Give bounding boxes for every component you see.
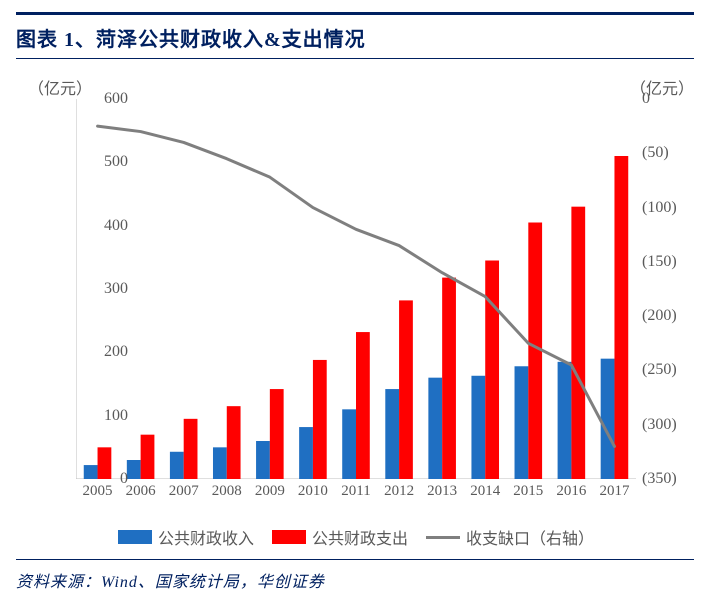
y-left-tick: 400	[78, 217, 128, 235]
chart-plot	[76, 99, 636, 479]
x-tick: 2016	[556, 483, 586, 500]
bar-revenue	[170, 452, 184, 479]
legend-expenditure-swatch	[272, 530, 306, 544]
x-tick: 2005	[83, 483, 113, 500]
bar-expenditure	[270, 389, 284, 479]
bar-expenditure	[571, 207, 585, 479]
bar-revenue	[558, 362, 572, 479]
bar-revenue	[471, 376, 485, 479]
bar-expenditure	[442, 278, 456, 479]
legend-revenue-label: 公共财政收入	[158, 525, 254, 549]
legend-expenditure-label: 公共财政支出	[312, 525, 408, 549]
y-right-tick: (100)	[642, 199, 692, 217]
x-tick: 2006	[126, 483, 156, 500]
y-right-tick: (350)	[642, 470, 692, 488]
bar-revenue	[515, 366, 529, 479]
bar-revenue	[213, 447, 227, 479]
legend: 公共财政收入 公共财政支出 收支缺口（右轴）	[76, 525, 636, 549]
y-right-tick: 0	[642, 90, 692, 108]
x-tick: 2009	[255, 483, 285, 500]
bar-expenditure	[356, 332, 370, 479]
bar-expenditure	[313, 360, 327, 479]
legend-gap-swatch	[426, 536, 460, 539]
y-right-tick: (250)	[642, 361, 692, 379]
chart-title: 图表 1、菏泽公共财政收入&支出情况	[16, 23, 694, 52]
x-tick: 2007	[169, 483, 199, 500]
x-tick: 2013	[427, 483, 457, 500]
y-left-tick: 600	[78, 90, 128, 108]
bar-revenue	[256, 441, 270, 479]
title-row: 图表 1、菏泽公共财政收入&支出情况	[16, 12, 694, 59]
x-tick: 2015	[513, 483, 543, 500]
legend-revenue-swatch	[118, 530, 152, 544]
y-right-tick: (50)	[642, 144, 692, 162]
x-tick: 2017	[599, 483, 629, 500]
figure-container: 图表 1、菏泽公共财政收入&支出情况 （亿元） （亿元） 01002003004…	[0, 0, 710, 604]
x-tick: 2011	[341, 483, 370, 500]
legend-gap-label: 收支缺口（右轴）	[466, 525, 594, 549]
y-left-tick: 300	[78, 280, 128, 298]
y-left-tick: 100	[78, 407, 128, 425]
chart-wrap: （亿元） （亿元） 0100200300400500600 0(50)(100)…	[16, 69, 694, 549]
y-right-tick: (300)	[642, 416, 692, 434]
x-tick: 2010	[298, 483, 328, 500]
bar-revenue	[342, 409, 356, 479]
y-right-tick: (200)	[642, 307, 692, 325]
x-tick: 2012	[384, 483, 414, 500]
bar-revenue	[127, 460, 141, 479]
bar-revenue	[385, 389, 399, 479]
bar-revenue	[299, 427, 313, 479]
bar-expenditure	[184, 419, 198, 479]
bar-expenditure	[227, 406, 241, 479]
y-right-tick: (150)	[642, 253, 692, 271]
x-tick: 2014	[470, 483, 500, 500]
source-row: 资料来源：Wind、国家统计局，华创证券	[16, 559, 694, 592]
x-tick: 2008	[212, 483, 242, 500]
bar-expenditure	[141, 435, 155, 479]
legend-revenue: 公共财政收入	[118, 525, 254, 549]
y-left-tick: 500	[78, 153, 128, 171]
bar-expenditure	[399, 300, 413, 479]
bar-expenditure	[485, 261, 499, 480]
y-left-tick: 200	[78, 343, 128, 361]
source-text: 资料来源：Wind、国家统计局，华创证券	[16, 568, 694, 592]
bar-revenue	[428, 378, 442, 479]
legend-expenditure: 公共财政支出	[272, 525, 408, 549]
bar-expenditure	[614, 156, 628, 479]
legend-gap: 收支缺口（右轴）	[426, 525, 594, 549]
bar-revenue	[601, 359, 615, 479]
